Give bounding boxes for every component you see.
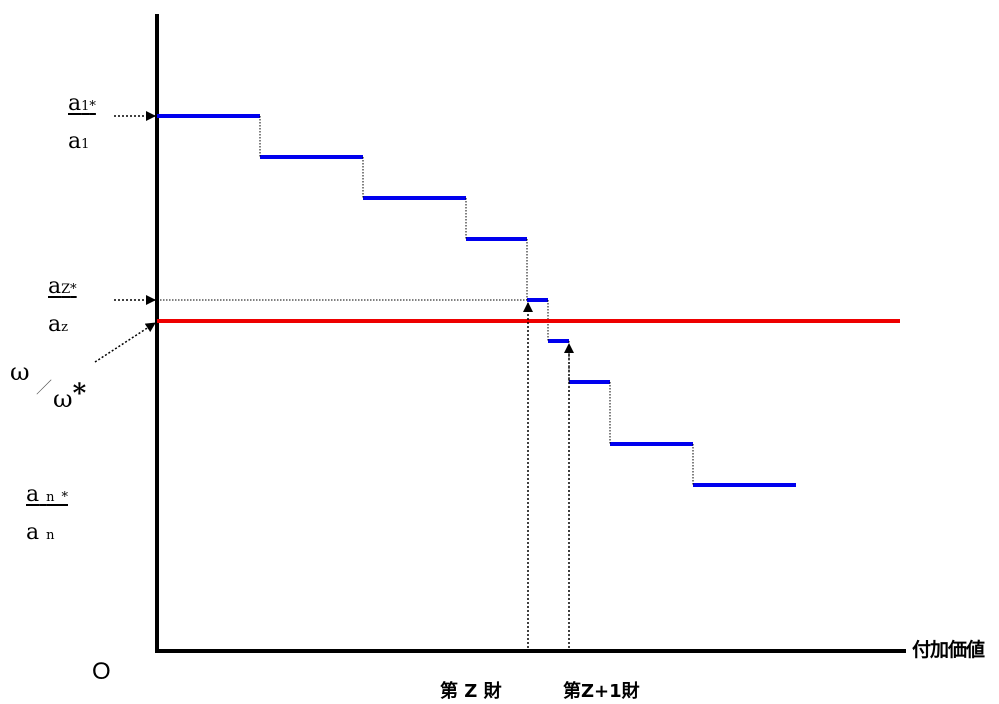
a1-label: a1 — [68, 131, 89, 153]
origin-label: O — [92, 660, 111, 684]
an-star-label: a n * — [26, 484, 68, 506]
good-z-label: 第 Z 財 — [440, 683, 502, 701]
omega-slash: ／ — [36, 380, 52, 396]
an-label: a n — [26, 522, 55, 544]
omega-bottom: ω* — [53, 386, 86, 412]
omega-top: ω — [10, 360, 30, 384]
x-axis-label: 付加価値 — [912, 641, 984, 660]
az-star-label: aZ* — [48, 276, 77, 298]
good-z1-label: 第Z+1財 — [563, 683, 640, 701]
omega-pointer-arrow — [95, 323, 155, 362]
az-label: az — [48, 314, 68, 336]
a1-star-label: a1* — [68, 93, 96, 115]
